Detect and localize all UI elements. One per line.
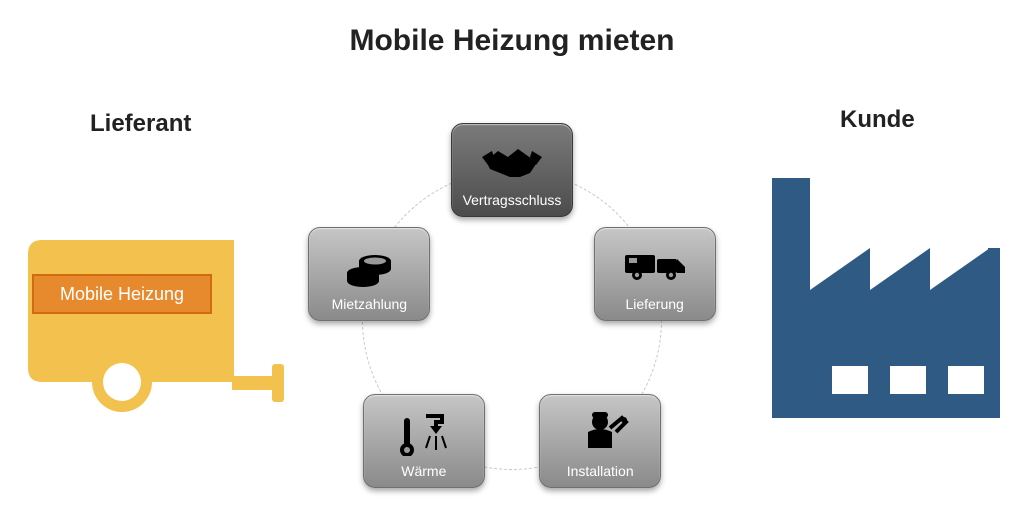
cycle-node-vertragsschluss: Vertragsschluss <box>451 123 573 217</box>
cycle-node-installation: Installation <box>539 394 661 488</box>
trailer-wheel-inner <box>103 363 141 401</box>
cycle-node-mietzahlung: Mietzahlung <box>308 227 430 321</box>
coins-icon <box>315 234 423 296</box>
cycle-node-label: Lieferung <box>625 296 683 312</box>
trailer-graphic <box>14 226 284 416</box>
trailer-badge: Mobile Heizung <box>32 274 212 314</box>
cycle-node-label: Installation <box>567 463 634 479</box>
supplier-heading: Lieferant <box>90 110 191 138</box>
cycle-node-label: Vertragsschluss <box>463 192 562 208</box>
delivery-truck-icon <box>601 234 709 296</box>
page-title: Mobile Heizung mieten <box>0 24 1024 58</box>
infographic-stage: Mobile Heizung mieten Lieferant Mobile H… <box>0 0 1024 523</box>
handshake-icon <box>458 130 566 192</box>
trailer-icon <box>14 226 284 416</box>
cycle-node-waerme: Wärme <box>363 394 485 488</box>
customer-heading: Kunde <box>840 106 915 134</box>
cycle-node-lieferung: Lieferung <box>594 227 716 321</box>
installer-icon <box>546 401 654 463</box>
factory-icon <box>760 168 1010 418</box>
heat-shower-icon <box>370 401 478 463</box>
trailer-badge-text: Mobile Heizung <box>60 284 184 305</box>
trailer-hitch-end <box>272 364 284 402</box>
cycle-node-label: Mietzahlung <box>332 296 408 312</box>
factory-graphic <box>760 168 1010 418</box>
cycle-node-label: Wärme <box>401 463 446 479</box>
